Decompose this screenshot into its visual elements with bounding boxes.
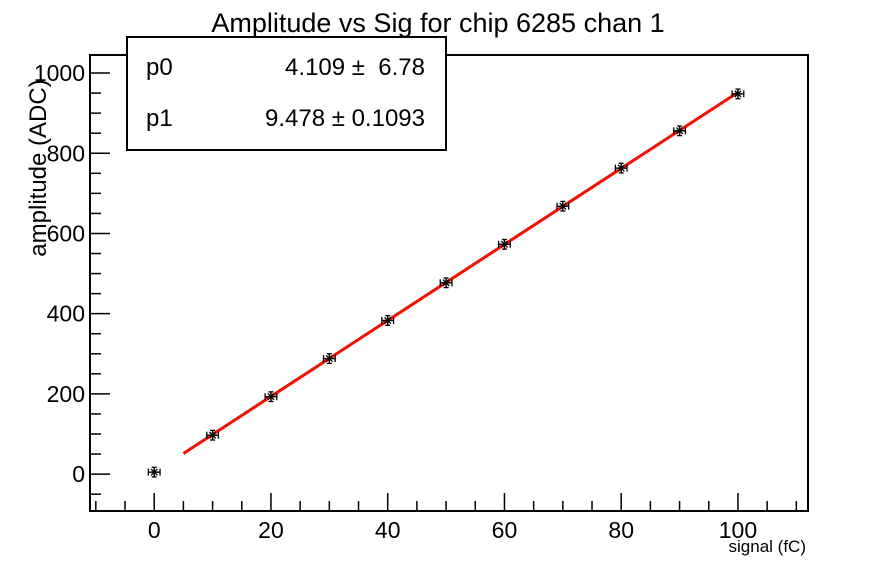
data-point-marker bbox=[147, 466, 161, 478]
x-axis-title: signal (fC) bbox=[729, 537, 806, 556]
fit-param-value: 4.109 ± 6.78 bbox=[285, 53, 425, 81]
marker-stroke bbox=[675, 127, 684, 135]
data-point-marker bbox=[614, 162, 628, 174]
fit-param-name: p1 bbox=[146, 105, 173, 133]
data-point-marker bbox=[673, 125, 687, 137]
y-tick-label: 600 bbox=[47, 220, 85, 246]
data-point-marker bbox=[322, 353, 336, 365]
marker-stroke bbox=[617, 164, 625, 172]
marker-stroke bbox=[384, 316, 392, 325]
marker-stroke bbox=[559, 202, 567, 210]
data-point-marker bbox=[497, 238, 511, 250]
y-tick-label: 400 bbox=[47, 301, 85, 327]
y-tick-label: 200 bbox=[47, 381, 85, 407]
marker-stroke bbox=[442, 279, 450, 287]
x-tick-label: 80 bbox=[608, 517, 634, 543]
x-tick-label: 0 bbox=[148, 517, 161, 543]
x-tick-label: 40 bbox=[375, 517, 401, 543]
x-tick-label: 60 bbox=[492, 517, 518, 543]
fit-param-name: p0 bbox=[146, 53, 173, 81]
data-point-marker bbox=[264, 391, 278, 403]
marker-stroke bbox=[325, 354, 333, 363]
fit-param-row-p1: p1 9.478 ± 0.1093 bbox=[146, 105, 425, 133]
x-tick-label: 100 bbox=[719, 517, 757, 543]
data-point-marker bbox=[731, 88, 745, 100]
y-axis-title: amplitude (ADC) bbox=[25, 79, 52, 256]
data-point-marker bbox=[439, 277, 453, 289]
marker-stroke bbox=[208, 431, 217, 439]
plot-frame bbox=[89, 54, 809, 512]
marker-stroke bbox=[500, 240, 509, 248]
marker-stroke bbox=[267, 393, 275, 401]
fit-stats-box: p0 4.109 ± 6.78 p1 9.478 ± 0.1093 bbox=[126, 36, 447, 151]
data-point-marker bbox=[206, 429, 220, 441]
data-point-marker bbox=[381, 315, 395, 326]
marker-stroke bbox=[734, 90, 742, 98]
y-tick-label: 0 bbox=[72, 461, 85, 487]
chart-title: Amplitude vs Sig for chip 6285 chan 1 bbox=[211, 8, 665, 38]
x-tick-label: 20 bbox=[258, 517, 284, 543]
marker-stroke bbox=[150, 468, 158, 476]
y-tick-label: 1000 bbox=[34, 60, 85, 86]
fit-param-row-p0: p0 4.109 ± 6.78 bbox=[146, 54, 425, 82]
fit-param-value: 9.478 ± 0.1093 bbox=[265, 105, 425, 133]
fit-line bbox=[182, 91, 739, 455]
data-point-marker bbox=[556, 200, 570, 212]
y-tick-label: 800 bbox=[47, 140, 85, 166]
